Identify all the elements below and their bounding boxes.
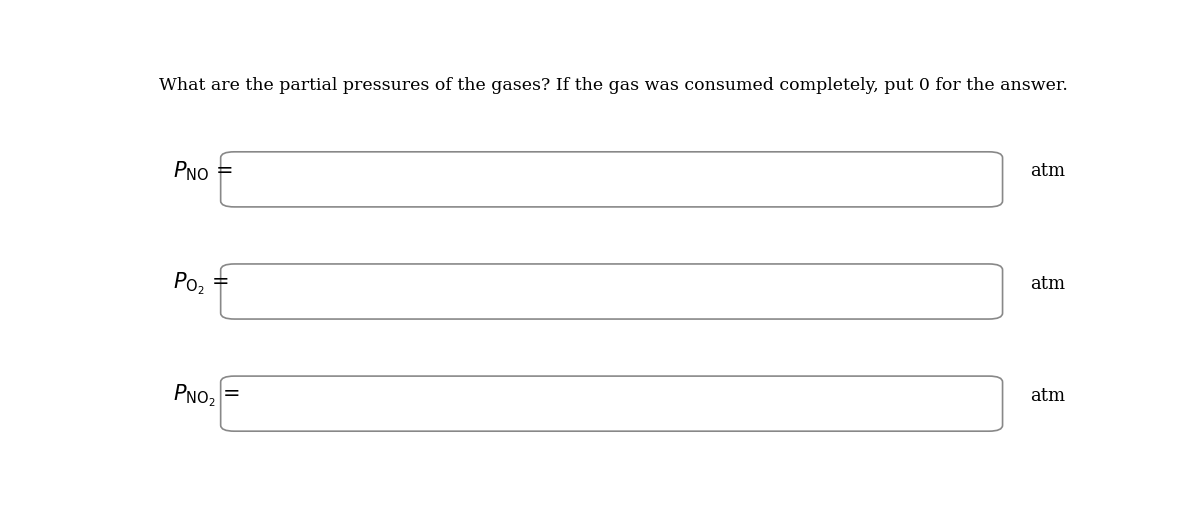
Text: What are the partial pressures of the gases? If the gas was consumed completely,: What are the partial pressures of the ga… [159,77,1068,94]
FancyBboxPatch shape [221,152,1003,207]
FancyBboxPatch shape [221,376,1003,431]
Text: $P_{\mathrm{O_2}}$ =: $P_{\mathrm{O_2}}$ = [173,270,229,297]
FancyBboxPatch shape [221,264,1003,319]
Text: atm: atm [1030,162,1066,180]
Text: atm: atm [1030,274,1066,293]
Text: $P_{\mathrm{NO_2}}$ =: $P_{\mathrm{NO_2}}$ = [173,383,240,409]
Text: atm: atm [1030,387,1066,405]
Text: $P_{\mathrm{NO}}$ =: $P_{\mathrm{NO}}$ = [173,160,232,183]
